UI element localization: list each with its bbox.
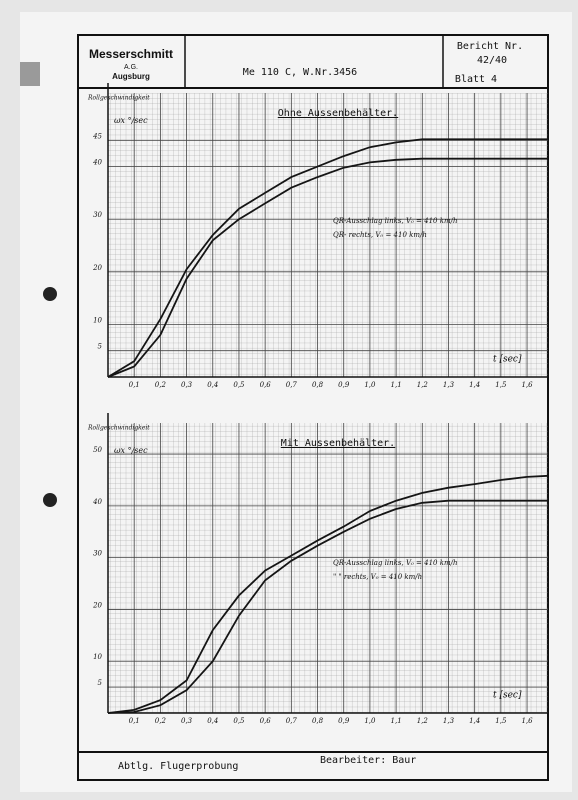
- x-tick-label: 0,8: [312, 717, 324, 725]
- y-tick-label: 20: [92, 264, 102, 272]
- x-tick-label: 1,0: [364, 717, 376, 725]
- y-tick-label: 10: [93, 653, 102, 661]
- punch-hole: [43, 493, 57, 507]
- department: Abtlg. Flugerprobung: [118, 761, 238, 772]
- x-tick-label: 0,1: [129, 381, 140, 389]
- x-tick-label: 1,6: [521, 381, 533, 389]
- legend-entry: QR-Ausschlag links, V₀ = 410 km/h: [333, 559, 457, 567]
- company-sub: A.G.: [124, 64, 138, 71]
- x-tick-label: 0,4: [207, 381, 218, 389]
- x-tick-label: 1,6: [521, 717, 533, 725]
- x-tick-label: 0,6: [260, 381, 272, 389]
- y-tick-label: 45: [92, 132, 102, 140]
- y-label: Rollgeschwindigkeit: [87, 95, 150, 102]
- x-tick-label: 0,7: [286, 717, 298, 725]
- x-tick-label: 1,3: [443, 381, 455, 389]
- legend-entry: " " rechts, V₀ = 410 km/h: [333, 573, 422, 581]
- sheet-number: Blatt 4: [455, 74, 497, 85]
- frame: [77, 34, 549, 781]
- x-tick-label: 1,2: [417, 717, 429, 725]
- y-tick-label: 5: [98, 679, 103, 687]
- x-tick-label: 0,5: [233, 717, 245, 725]
- y-tick-label: 5: [98, 343, 103, 351]
- y-tick-label: 40: [92, 498, 102, 506]
- x-tick-label: 0,8: [312, 381, 324, 389]
- data-line: [107, 474, 549, 714]
- report-number: 42/40: [477, 55, 507, 66]
- data-line: [107, 138, 548, 378]
- x-tick-label: 1,0: [364, 381, 376, 389]
- x-tick-label: 0,5: [233, 381, 245, 389]
- data-line: [107, 499, 548, 714]
- x-tick-label: 1,2: [417, 381, 429, 389]
- y-tick-label: 50: [93, 446, 102, 454]
- y-tick-label: 40: [92, 159, 102, 167]
- y-tick-label: 30: [93, 550, 102, 558]
- x-tick-label: 0,9: [338, 381, 350, 389]
- punch-hole: [43, 287, 57, 301]
- chart-title: Mit Aussenbehälter.: [281, 438, 395, 449]
- x-label: t [sec]: [493, 691, 522, 701]
- y-unit: ωx °/sec: [114, 446, 148, 455]
- x-tick-label: 1,4: [469, 381, 480, 389]
- x-tick-label: 0,2: [155, 717, 167, 725]
- y-tick-label: 30: [93, 211, 102, 219]
- x-label: t [sec]: [493, 355, 522, 365]
- x-tick-label: 1,3: [443, 717, 455, 725]
- y-tick-label: 20: [92, 601, 102, 609]
- x-tick-label: 1,5: [495, 381, 507, 389]
- y-tick-label: 10: [93, 316, 102, 324]
- x-tick-label: 0,3: [181, 381, 193, 389]
- data-line: [107, 157, 548, 378]
- author: Bearbeiter: Baur: [320, 755, 416, 766]
- tab: [20, 62, 40, 86]
- x-tick-label: 0,7: [286, 381, 298, 389]
- x-tick-label: 1,4: [469, 717, 480, 725]
- y-label: Rollgeschwindigkeit: [87, 425, 150, 432]
- aircraft: Me 110 C, W.Nr.3456: [243, 67, 357, 78]
- legend-entry: QR- rechts, V₀ = 410 km/h: [333, 231, 427, 239]
- chart-title: Ohne Aussenbehälter.: [278, 108, 398, 119]
- x-tick-label: 0,6: [260, 717, 272, 725]
- graph-paper: [108, 423, 548, 713]
- x-tick-label: 0,3: [181, 717, 193, 725]
- legend-entry: QR-Ausschlag links, V₀ = 410 km/h: [333, 217, 457, 225]
- x-tick-label: 1,1: [391, 381, 402, 389]
- city: Augsburg: [112, 72, 150, 81]
- y-unit: ωx °/sec: [114, 116, 148, 125]
- graph-paper: [108, 93, 548, 377]
- report-label: Bericht Nr.: [457, 41, 523, 52]
- x-tick-label: 0,1: [129, 717, 140, 725]
- company: Messerschmitt: [89, 47, 173, 61]
- x-tick-label: 0,4: [207, 717, 218, 725]
- x-tick-label: 0,9: [338, 717, 350, 725]
- x-tick-label: 0,2: [155, 381, 167, 389]
- x-tick-label: 1,5: [495, 717, 507, 725]
- x-tick-label: 1,1: [391, 717, 402, 725]
